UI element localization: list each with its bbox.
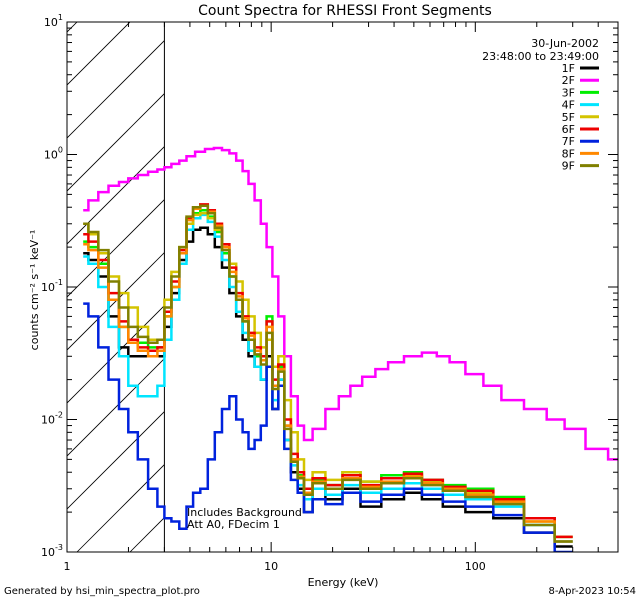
excluded-energy-hatch: [67, 22, 165, 552]
x-tick-label: 1: [64, 560, 71, 573]
series-line-7F: [83, 302, 573, 552]
legend-label-7F: 7F: [562, 135, 575, 148]
timestamp-label: 8-Apr-2023 10:54: [549, 586, 636, 597]
y-tick-label: 101: [44, 13, 63, 29]
date-label: 30-Jun-2002: [531, 37, 599, 50]
axis-ticks: [66, 22, 619, 553]
hatch-line: [67, 199, 165, 298]
x-axis-label: Energy (keV): [308, 576, 379, 589]
hatch-line: [67, 411, 165, 510]
series-line-9F: [83, 204, 573, 543]
y-tick-label: 100: [44, 146, 63, 162]
series-line-2F: [83, 146, 618, 461]
legend-label-6F: 6F: [562, 123, 575, 136]
series-line-4F: [83, 213, 573, 543]
series-line-6F: [83, 203, 573, 539]
time-range-label: 23:48:00 to 23:49:00: [482, 50, 599, 63]
y-axis-label: counts cm⁻² s⁻¹ keV⁻¹: [28, 230, 41, 351]
annotation-background: Includes Background: [187, 506, 302, 519]
legend-label-8F: 8F: [562, 147, 575, 160]
chart-title: Count Spectra for RHESSI Front Segments: [198, 3, 492, 19]
x-tick-labels: 1 10 100: [64, 560, 486, 573]
hatch-line: [67, 252, 165, 351]
legend-label-5F: 5F: [562, 111, 575, 124]
series-lines: [83, 146, 618, 552]
generated-by-label: Generated by hsi_min_spectra_plot.pro: [4, 586, 200, 597]
x-tick-label: 100: [465, 560, 486, 573]
y-tick-label: 10-2: [41, 411, 63, 427]
legend-label-1F: 1F: [562, 62, 575, 75]
legend-label-3F: 3F: [562, 86, 575, 99]
hatch-line: [67, 40, 165, 139]
y-axis-label-group: counts cm⁻² s⁻¹ keV⁻¹: [28, 230, 41, 351]
y-tick-labels: 101 100 10-1 10-2 10-3: [41, 13, 63, 559]
annotation-attenuator: Att A0, FDecim 1: [187, 518, 280, 531]
x-tick-label: 10: [264, 560, 278, 573]
legend-label-2F: 2F: [562, 74, 575, 87]
y-tick-label: 10-3: [41, 543, 63, 559]
legend-label-9F: 9F: [562, 160, 575, 173]
legend-label-4F: 4F: [562, 99, 575, 112]
y-tick-label: 10-1: [41, 278, 63, 294]
series-line-8F: [83, 204, 573, 543]
